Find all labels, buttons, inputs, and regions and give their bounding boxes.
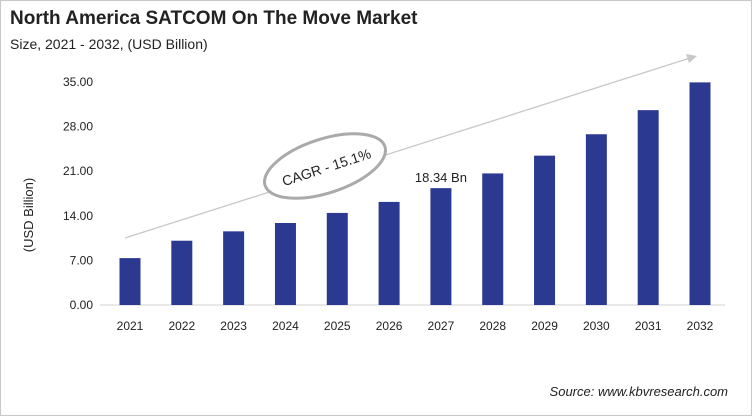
data-label: 18.34 Bn: [415, 170, 467, 185]
bar-2032: [689, 82, 711, 305]
bar-2023: [223, 231, 245, 305]
bar-2031: [637, 110, 659, 305]
bar-2024: [274, 222, 296, 305]
source-note: Source: www.kbvresearch.com: [549, 384, 728, 399]
chart-title: North America SATCOM On The Move Market: [10, 8, 418, 29]
y-tick-label: 28.00: [63, 120, 93, 134]
y-tick-label: 35.00: [63, 75, 93, 89]
y-tick-label: 0.00: [70, 298, 94, 312]
chart-subtitle: Size, 2021 - 2032, (USD Billion): [10, 36, 208, 52]
bar-2030: [585, 134, 607, 305]
bar-2026: [378, 201, 400, 305]
x-tick-label: 2031: [635, 319, 662, 333]
x-tick-label: 2027: [428, 319, 455, 333]
cagr-ellipse: [263, 132, 387, 200]
bar-2027: [430, 188, 452, 305]
x-tick-label: 2022: [168, 319, 195, 333]
y-tick-label: 7.00: [70, 253, 94, 267]
x-tick-label: 2026: [376, 319, 403, 333]
y-tick-label: 14.00: [63, 209, 93, 223]
bar-2022: [171, 240, 193, 305]
bar-2028: [482, 173, 504, 305]
bar-2025: [326, 212, 348, 305]
x-tick-label: 2024: [272, 319, 299, 333]
x-tick-label: 2029: [531, 319, 558, 333]
trend-arrow: [124, 54, 697, 239]
x-tick-label: 2023: [220, 319, 247, 333]
y-tick-label: 21.00: [63, 164, 93, 178]
x-tick-label: 2032: [687, 319, 714, 333]
y-axis-label: (USD Billion): [21, 178, 36, 252]
x-tick-label: 2030: [583, 319, 610, 333]
x-tick-label: 2025: [324, 319, 351, 333]
bar-2029: [534, 155, 556, 305]
x-tick-label: 2028: [479, 319, 506, 333]
bar-2021: [119, 258, 141, 305]
x-tick-label: 2021: [117, 319, 144, 333]
